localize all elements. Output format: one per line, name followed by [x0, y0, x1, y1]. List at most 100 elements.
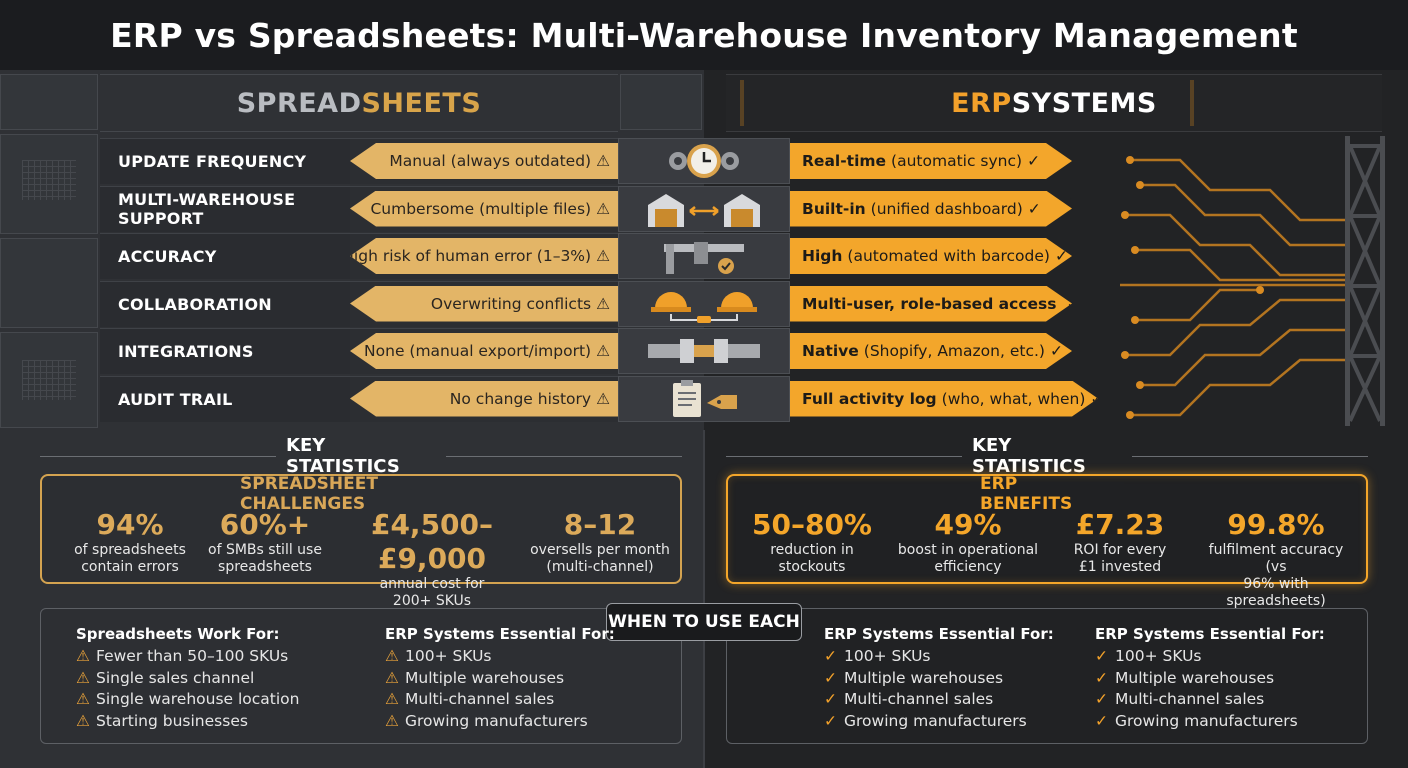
erp-arrow: Real-time (automatic sync) ✓ [790, 143, 1072, 179]
hardhats-icon [618, 280, 790, 327]
comparison-row: UPDATE FREQUENCY Manual (always outdated… [100, 138, 790, 185]
page-title: ERP vs Spreadsheets: Multi-Warehouse Inv… [110, 15, 1298, 55]
check-icon: ✓ [1095, 690, 1108, 708]
stat-desc-line1: annual cost for [379, 576, 485, 592]
use-column: ERP Systems Essential For: ⚠ 100+ SKUs ⚠ Mul… [385, 624, 615, 732]
warning-icon: ⚠ [76, 647, 90, 665]
title-bar: ERP vs Spreadsheets: Multi-Warehouse Inv… [0, 0, 1408, 70]
grid-decoration [22, 160, 76, 200]
stat-desc-line2: 96% with spreadsheets) [1226, 576, 1326, 609]
use-item-text: Growing manufacturers [1115, 711, 1298, 730]
check-icon: ✓ [1027, 152, 1041, 170]
check-icon: ✓ [824, 647, 837, 665]
warning-icon: ⚠ [76, 690, 90, 708]
spreadsheet-arrow: None (manual export/import) ⚠ [350, 333, 618, 369]
check-icon: ✓ [824, 690, 837, 708]
use-item-text: Growing manufacturers [405, 711, 588, 730]
use-item: ✓ Multiple warehouses [824, 668, 1054, 690]
stat-item: £7.23 ROI for every £1 invested [1040, 508, 1200, 576]
check-icon: ✓ [1027, 199, 1041, 218]
use-item-text: Multi-channel sales [1115, 690, 1265, 708]
check-icon: ✓ [824, 668, 837, 687]
stat-desc-line2: £1 invested [1078, 559, 1162, 575]
header-left-part2: SHEETS [361, 87, 482, 119]
stat-desc-line1: boost in operational [897, 542, 1039, 558]
warning-icon: ⚠ [76, 668, 90, 687]
use-item-text: 100+ SKUs [405, 647, 492, 665]
spreadsheet-value: Cumbersome (multiple files) [370, 199, 592, 218]
warning-icon: ⚠ [385, 711, 399, 730]
spreadsheet-value: High risk of human error (1–3%) [342, 247, 592, 265]
stat-item: 99.8% fulfilment accuracy (vs 96% with s… [1196, 508, 1356, 610]
row-label: INTEGRATIONS [100, 328, 350, 374]
spreadsheet-challenges-caption: SPREADSHEET CHALLENGES [230, 474, 494, 514]
stat-desc-line1: reduction in [770, 542, 854, 558]
row-label: AUDIT TRAIL [100, 375, 350, 422]
spreadsheet-value: No change history [449, 389, 592, 408]
use-item: ⚠ Growing manufacturers [385, 711, 615, 733]
warning-icon: ⚠ [596, 389, 610, 408]
stat-value: £4,500–£9,000 [370, 508, 494, 575]
header-right-part1: ERP [951, 87, 1012, 119]
use-item-text: Multiple warehouses [844, 668, 1004, 687]
stat-value: 60%+ [219, 508, 311, 541]
key-statistics-title-left: KEY STATISTICS [276, 435, 446, 477]
steel-tower-decoration [1345, 136, 1385, 426]
spreadsheet-arrow: Manual (always outdated) ⚠ [350, 143, 618, 179]
use-item: ✓ Growing manufacturers [824, 711, 1054, 733]
warning-icon: ⚠ [596, 294, 610, 313]
erp-value-bold: Multi-user, role-based access [802, 294, 1057, 313]
circuit-board-decoration [1120, 156, 1345, 419]
use-item-text: Multi-channel sales [405, 690, 555, 708]
use-item: ✓ 100+ SKUs [1095, 646, 1325, 668]
use-item-text: Multiple warehouses [1115, 668, 1275, 687]
stat-desc-line1: of SMBs still use [208, 542, 322, 558]
stat-value: 50–80% [752, 508, 872, 541]
when-to-use-right-box [726, 608, 1368, 744]
spreadsheet-arrow: High risk of human error (1–3%) ⚠ [350, 238, 618, 274]
erp-arrow: Native (Shopify, Amazon, etc.) ✓ [790, 333, 1072, 369]
erp-value-bold: Built-in [802, 199, 866, 218]
warning-icon: ⚠ [385, 647, 399, 665]
warning-icon: ⚠ [385, 690, 399, 708]
spreadsheet-value: Manual (always outdated) [389, 152, 592, 170]
use-item: ✓ 100+ SKUs [824, 646, 1054, 668]
warning-icon: ⚠ [596, 152, 610, 170]
stat-desc-line1: fulfilment accuracy (vs [1208, 542, 1344, 575]
comparison-row: AUDIT TRAIL No change history ⚠ [100, 375, 790, 423]
use-item-text: 100+ SKUs [844, 647, 931, 665]
erp-value-rest: (unified dashboard) [870, 199, 1023, 218]
erp-value-rest: (automatic sync) [891, 152, 1023, 170]
use-column: Spreadsheets Work For: ⚠ Fewer than 50–100… [76, 624, 300, 732]
use-column-heading: ERP Systems Essential For: [385, 625, 615, 643]
spreadsheet-arrow: Overwriting conflicts ⚠ [350, 285, 618, 322]
stat-desc-line2: stockouts [778, 559, 846, 575]
check-icon: ✓ [1095, 711, 1108, 730]
metal-plate [0, 134, 98, 234]
stat-value: £7.23 [1075, 508, 1165, 541]
stat-item: 94% of spreadsheets contain errors [50, 508, 210, 576]
circuit-trace-decoration [730, 80, 930, 126]
warning-icon: ⚠ [385, 668, 399, 687]
spreadsheets-header: SPREAD SHEETS [100, 74, 618, 132]
use-column-heading: Spreadsheets Work For: [76, 625, 280, 643]
stat-desc-line2: contain errors [81, 559, 179, 575]
stat-desc-line2: spreadsheets [218, 559, 312, 575]
stat-value: 99.8% [1227, 508, 1325, 541]
metal-plate [0, 238, 98, 328]
stat-desc-line1: of spreadsheets [74, 542, 186, 558]
comparison-row: ACCURACY High risk of human error (1–3%)… [100, 233, 790, 280]
erp-arrow: Full activity log (who, what, when) ✓ [790, 381, 1098, 417]
erp-header: ERP SYSTEMS [726, 74, 1382, 132]
use-item-text: Growing manufacturers [844, 711, 1027, 730]
tower-bracing-decoration [1348, 144, 1382, 422]
row-label: COLLABORATION [100, 280, 350, 327]
when-to-use-left-box [40, 608, 682, 744]
check-icon: ✓ [1054, 247, 1068, 265]
stat-item: 60%+ of SMBs still use spreadsheets [185, 508, 345, 576]
check-icon: ✓ [1095, 647, 1108, 665]
metal-plate [0, 74, 98, 130]
erp-value-bold: Full activity log [802, 389, 937, 408]
erp-arrow: Built-in (unified dashboard) ✓ [790, 191, 1072, 227]
stat-desc-line1: ROI for every [1073, 542, 1167, 558]
